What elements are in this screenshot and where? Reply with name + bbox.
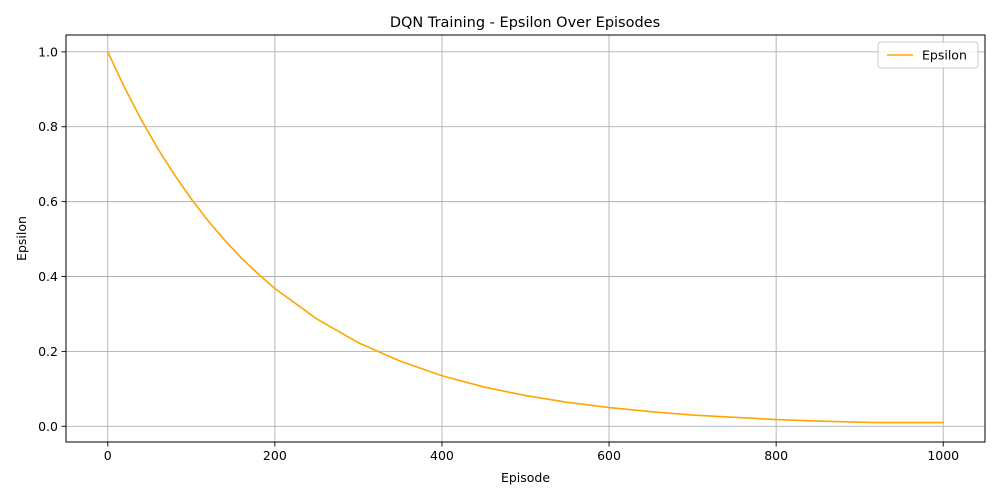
legend-frame — [877, 41, 979, 69]
x-tick-label: 400 — [430, 448, 454, 463]
chart-title: DQN Training - Epsilon Over Episodes — [390, 15, 660, 31]
legend-label-epsilon: Epsilon — [922, 48, 967, 63]
x-tick-label: 200 — [263, 448, 287, 463]
x-tick-label: 600 — [597, 448, 621, 463]
grid — [66, 35, 985, 442]
y-tick-label: 0.8 — [38, 119, 58, 134]
legend: Epsilon — [877, 41, 979, 69]
y-axis-label: Epsilon — [14, 216, 29, 261]
y-tick-label: 1.0 — [38, 44, 58, 59]
ticks: 0 200 400 600 800 1000 0.0 0.2 0.4 0.6 0.8 1.0 — [38, 44, 959, 463]
series-line-epsilon — [106, 51, 945, 424]
x-tick-label: 800 — [764, 448, 788, 463]
y-tick-label: 0.4 — [38, 269, 58, 284]
y-tick-label: 0.0 — [38, 419, 58, 434]
y-tick-label: 0.6 — [38, 194, 58, 209]
x-tick-label: 1000 — [927, 448, 959, 463]
series-layer — [106, 51, 945, 424]
x-axis-label: Episode — [501, 470, 550, 485]
y-tick-label: 0.2 — [38, 344, 58, 359]
x-tick-label: 0 — [104, 448, 112, 463]
plot-frame — [65, 34, 986, 443]
